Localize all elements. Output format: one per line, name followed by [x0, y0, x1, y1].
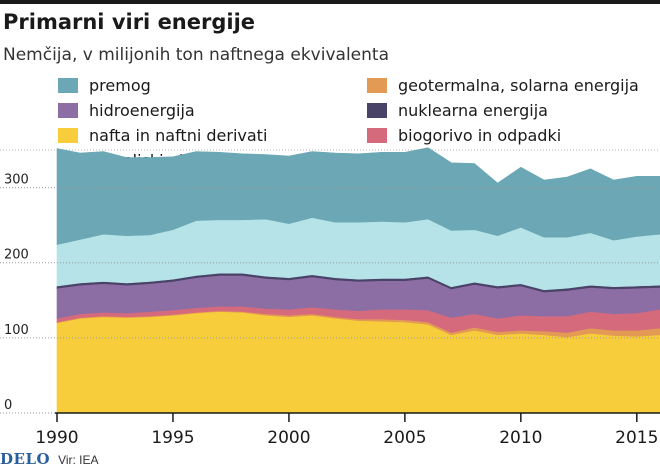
- legend-label-geotermalna: geotermalna, solarna energija: [398, 75, 639, 95]
- legend-label-nuklearna: nuklearna energija: [398, 100, 548, 120]
- chart-title: Primarni viri energije: [3, 10, 256, 34]
- legend-item-biogorivo: biogorivo in odpadki: [367, 124, 561, 146]
- x-tick-label-2000: 2000: [267, 428, 310, 448]
- source-note: Vir: IEA: [58, 453, 99, 467]
- legend-item-premog: premog: [58, 74, 151, 96]
- legend-swatch-premog: [58, 77, 78, 93]
- legend-item-nuklearna: nuklearna energija: [367, 99, 548, 121]
- legend-item-geotermalna: geotermalna, solarna energija: [367, 74, 639, 96]
- x-tick-label-1990: 1990: [35, 428, 78, 448]
- legend-swatch-hidroenergija: [58, 102, 78, 118]
- legend-swatch-nafta: [58, 127, 78, 143]
- legend-label-premog: premog: [89, 75, 151, 95]
- footer: DELO Vir: IEA: [0, 450, 99, 468]
- legend-swatch-nuklearna: [367, 102, 387, 118]
- y-tick-label-0: 0: [4, 398, 12, 413]
- legend-item-hidroenergija: hidroenergija: [58, 99, 195, 121]
- top-rule: [0, 0, 660, 4]
- y-tick-label-200: 200: [4, 248, 29, 263]
- y-tick-label-100: 100: [4, 323, 29, 338]
- chart-subtitle: Nemčija, v milijonih ton naftnega ekviva…: [3, 45, 389, 65]
- legend-label-hidroenergija: hidroenergija: [89, 100, 195, 120]
- legend-item-nafta: nafta in naftni derivati: [58, 124, 267, 146]
- x-tick-label-2005: 2005: [383, 428, 426, 448]
- x-tick-label-2010: 2010: [499, 428, 542, 448]
- area-premog: [56, 147, 660, 246]
- legend-swatch-geotermalna: [367, 77, 387, 93]
- y-tick-label-300: 300: [4, 173, 29, 188]
- legend-label-biogorivo: biogorivo in odpadki: [398, 125, 562, 145]
- legend-label-nafta: nafta in naftni derivati: [89, 125, 268, 145]
- x-tick-label-1995: 1995: [151, 428, 194, 448]
- legend-swatch-biogorivo: [367, 127, 387, 143]
- delo-logo: DELO: [0, 450, 51, 468]
- x-tick-label-2015: 2015: [615, 428, 658, 448]
